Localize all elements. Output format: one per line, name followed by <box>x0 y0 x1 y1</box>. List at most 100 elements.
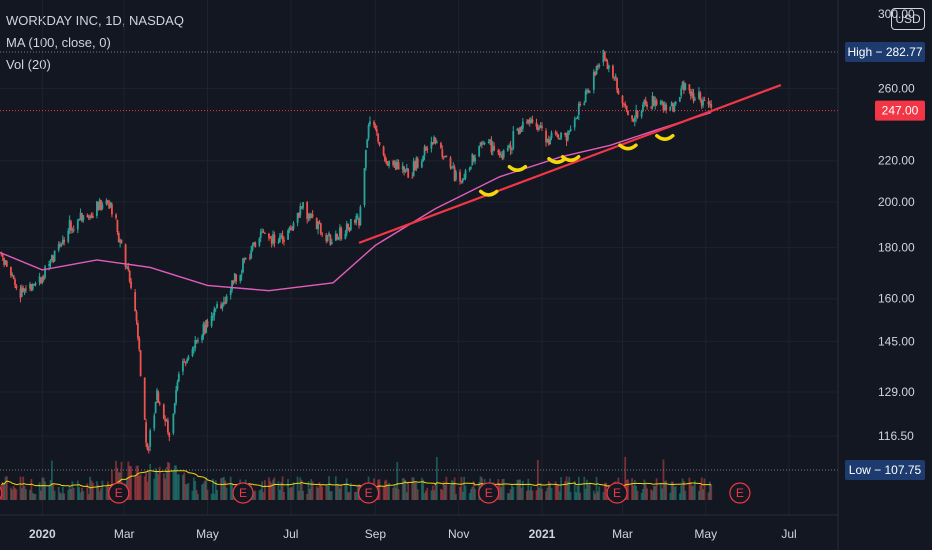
volume-bar <box>354 491 356 500</box>
candle-body <box>194 340 197 349</box>
candle-body <box>108 203 111 209</box>
volume-bar <box>692 485 695 500</box>
candle-body <box>328 233 330 236</box>
volume-ma-line <box>1 469 712 489</box>
candle-body <box>386 163 389 166</box>
candle-body <box>363 168 366 205</box>
candle-body <box>205 320 208 333</box>
volume-bar <box>420 477 423 500</box>
volume-bar <box>440 488 442 500</box>
volume-bar <box>449 485 452 500</box>
candle-body <box>81 213 83 222</box>
candle-body <box>321 233 324 235</box>
candle-body <box>182 361 184 372</box>
volume-bar <box>568 476 571 500</box>
volume-bar <box>583 476 586 500</box>
candle-body <box>359 206 362 226</box>
candle-body <box>5 261 8 267</box>
candle-body <box>49 261 52 264</box>
volume-bar <box>127 461 130 500</box>
high-badge-bg <box>845 42 925 62</box>
candle-body <box>655 100 658 105</box>
candle-body <box>261 231 264 233</box>
candle-body <box>568 130 571 133</box>
candle-body <box>558 138 561 140</box>
volume-bar <box>162 473 165 500</box>
candle-body <box>374 125 377 129</box>
candle-body <box>659 101 662 105</box>
candle-body <box>172 413 175 434</box>
volume-bar <box>106 481 109 500</box>
candle-body <box>684 83 687 90</box>
support-highlight-mark <box>618 143 638 151</box>
volume-bar <box>87 493 90 500</box>
candle-body <box>470 167 472 169</box>
candle-body <box>627 110 629 116</box>
candle-body <box>82 215 85 221</box>
candle-body <box>235 274 238 282</box>
candle-body <box>187 356 190 360</box>
candle-body <box>12 275 15 279</box>
candle-body <box>248 257 251 259</box>
volume-bar <box>206 489 209 500</box>
volume-bar <box>321 486 324 500</box>
volume-bar <box>145 471 147 500</box>
candle-body <box>78 218 81 221</box>
volume-bar <box>539 482 542 500</box>
volume-bar <box>156 470 158 500</box>
y-tick-label: 129.00 <box>878 385 915 399</box>
volume-bar <box>138 475 141 500</box>
candle-body <box>635 109 638 117</box>
candle-body <box>23 288 26 292</box>
volume-bar <box>299 477 302 500</box>
candle-body <box>96 201 98 216</box>
volume-bar <box>401 478 404 500</box>
volume-bar <box>386 485 389 500</box>
volume-bar <box>654 485 657 500</box>
volume-bar <box>187 482 190 500</box>
volume-bar <box>535 490 538 500</box>
candle-body <box>298 213 300 218</box>
candle-body <box>434 137 437 143</box>
candle-body <box>206 321 209 327</box>
candle-body <box>680 88 683 96</box>
volume-bar <box>325 484 328 500</box>
candle-body <box>203 324 206 334</box>
legend-ma[interactable]: MA (100, close, 0) <box>6 35 111 50</box>
candle-body <box>302 202 304 208</box>
candle-body <box>678 97 681 102</box>
candle-body <box>707 101 710 105</box>
volume-bar <box>470 489 472 500</box>
volume-bar <box>356 486 359 500</box>
candle-body <box>116 220 119 233</box>
candle-body <box>87 216 90 219</box>
candle-body <box>364 149 367 168</box>
volume-bar <box>213 493 216 500</box>
volume-bar <box>337 483 340 500</box>
candle-body <box>268 233 270 238</box>
currency-button[interactable]: USD <box>891 8 925 30</box>
volume-bar <box>627 479 629 500</box>
candle-body <box>287 230 289 240</box>
legend-vol[interactable]: Vol (20) <box>6 57 51 72</box>
candle-body <box>186 359 188 363</box>
candle-body <box>480 142 483 145</box>
candle-body <box>674 102 677 104</box>
candle-body <box>1 254 4 257</box>
candle-body <box>50 254 53 261</box>
volume-bar <box>300 480 303 500</box>
volume-bar <box>450 480 453 500</box>
candle-body <box>519 127 522 134</box>
candle-body <box>106 200 109 203</box>
y-tick-label-top: 300.00 <box>878 7 915 21</box>
candle-body <box>355 215 358 223</box>
candle-body <box>616 77 618 90</box>
candle-body <box>612 65 614 77</box>
candle-body <box>34 283 37 286</box>
volume-bar <box>598 486 601 500</box>
candle-body <box>384 155 386 161</box>
candle-body <box>30 283 33 290</box>
candle-body <box>70 221 72 231</box>
volume-bar <box>588 482 591 500</box>
